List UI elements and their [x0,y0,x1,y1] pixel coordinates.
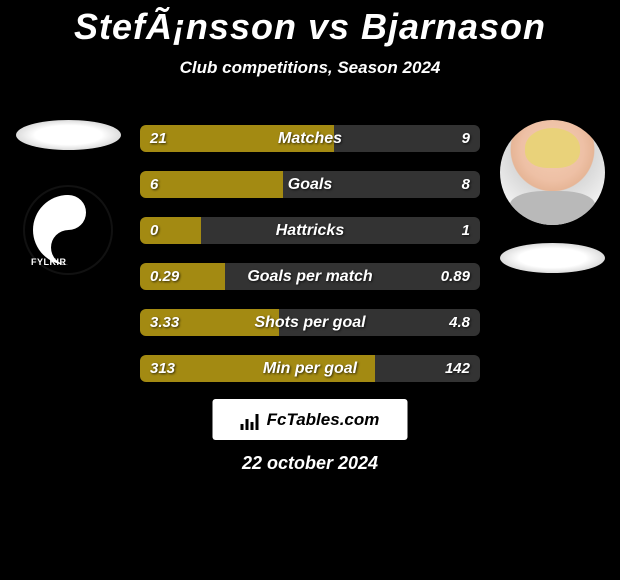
club-right-logo [500,243,605,273]
stats-container: 219Matches 68Goals 01Hattricks 0.290.89Goal… [140,125,480,401]
stat-row: 0.290.89Goals per match [140,263,480,290]
brand-badge[interactable]: FcTables.com [213,399,408,440]
stat-label: Goals per match [140,263,480,290]
page-subtitle: Club competitions, Season 2024 [0,58,620,78]
date-text: 22 october 2024 [0,453,620,474]
player-right-column [492,120,612,273]
stat-label: Hattricks [140,217,480,244]
stat-row: 219Matches [140,125,480,152]
stat-row: 313142Min per goal [140,355,480,382]
player-left-photo [16,120,121,150]
brand-text: FcTables.com [267,410,380,430]
stat-row: 68Goals [140,171,480,198]
stat-label: Matches [140,125,480,152]
stat-row: 01Hattricks [140,217,480,244]
page-title: StefÃ¡nsson vs Bjarnason [0,0,620,48]
stat-label: Goals [140,171,480,198]
player-right-photo [500,120,605,225]
brand-icon [241,410,261,430]
stat-row: 3.334.8Shots per goal [140,309,480,336]
player-left-column: FYLKIR [8,120,128,275]
stat-label: Min per goal [140,355,480,382]
club-left-name: FYLKIR [31,257,67,267]
stat-label: Shots per goal [140,309,480,336]
club-left-logo: FYLKIR [23,185,113,275]
